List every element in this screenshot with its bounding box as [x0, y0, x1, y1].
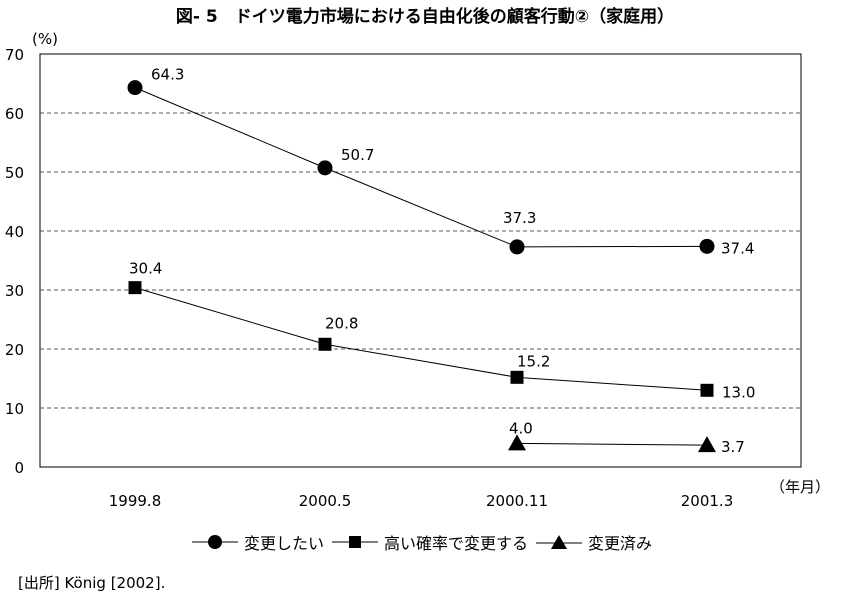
data-label: 15.2	[517, 352, 550, 370]
y-tick-label: 30	[5, 282, 24, 300]
data-point-likely-change	[700, 383, 714, 397]
legend-item-already-changed: 変更済み	[536, 530, 652, 554]
series-layer	[127, 80, 716, 453]
data-label: 4.0	[509, 419, 533, 437]
data-point-already-changed	[508, 434, 526, 451]
series-line-want-to-change	[134, 87, 708, 248]
x-tick-label: 2001.3	[681, 492, 734, 510]
legend-label: 高い確率で変更する	[383, 534, 528, 553]
data-point-likely-change	[128, 281, 142, 295]
data-label: 50.7	[341, 146, 374, 164]
x-axis-ticks: 1999.8 2000.5 2000.11 2001.3	[109, 492, 734, 510]
data-point-want-to-change	[509, 239, 525, 255]
series-line-already-changed	[516, 442, 708, 446]
data-point-want-to-change	[317, 160, 333, 176]
data-labels: 64.3 50.7 37.3 37.4 30.4 20.8 15.2 13.0 4.0 3.7	[129, 66, 755, 457]
series-line-likely-change	[134, 287, 708, 391]
y-axis-unit: (%)	[32, 30, 58, 48]
legend-item-want-to-change: 変更したい	[191, 530, 324, 554]
grid-lines	[40, 112, 801, 409]
y-tick-label: 0	[14, 459, 24, 477]
legend-label: 変更したい	[243, 534, 324, 553]
data-label: 37.3	[503, 209, 536, 227]
y-tick-label: 20	[5, 341, 24, 359]
data-label: 37.4	[721, 239, 754, 257]
data-label: 3.7	[721, 438, 745, 456]
chart-title: 図- 5 ドイツ電力市場における自由化後の顧客行動②（家庭用）	[176, 6, 674, 27]
source-note: [出所] König [2002].	[18, 574, 166, 592]
legend: 変更したい 高い確率で変更する 変更済み	[0, 530, 844, 554]
y-tick-label: 10	[5, 400, 24, 418]
x-tick-label: 2000.5	[299, 492, 352, 510]
y-tick-label: 60	[5, 105, 24, 123]
x-tick-label: 1999.8	[109, 492, 162, 510]
y-axis-ticks: 0 10 20 30 40 50 60 70	[5, 46, 24, 477]
legend-circle-marker	[191, 535, 238, 549]
data-label: 64.3	[151, 66, 184, 84]
y-tick-label: 40	[5, 223, 24, 241]
y-tick-label: 50	[5, 164, 24, 182]
legend-item-likely-change: 高い確率で変更する	[331, 530, 528, 554]
data-label: 20.8	[325, 314, 358, 332]
x-axis-unit: （年月）	[770, 478, 830, 496]
legend-label: 変更済み	[588, 534, 653, 553]
plot-area	[39, 53, 802, 468]
data-label: 30.4	[129, 260, 162, 278]
data-point-likely-change	[318, 337, 332, 351]
x-tick-label: 2000.11	[486, 492, 548, 510]
data-label: 13.0	[722, 383, 755, 401]
y-tick-label: 70	[5, 46, 24, 64]
data-point-likely-change	[510, 370, 524, 384]
data-point-want-to-change	[699, 238, 715, 254]
data-point-already-changed	[698, 436, 716, 453]
legend-square-marker	[331, 536, 378, 548]
data-point-want-to-change	[127, 80, 143, 96]
legend-triangle-marker	[536, 535, 582, 549]
